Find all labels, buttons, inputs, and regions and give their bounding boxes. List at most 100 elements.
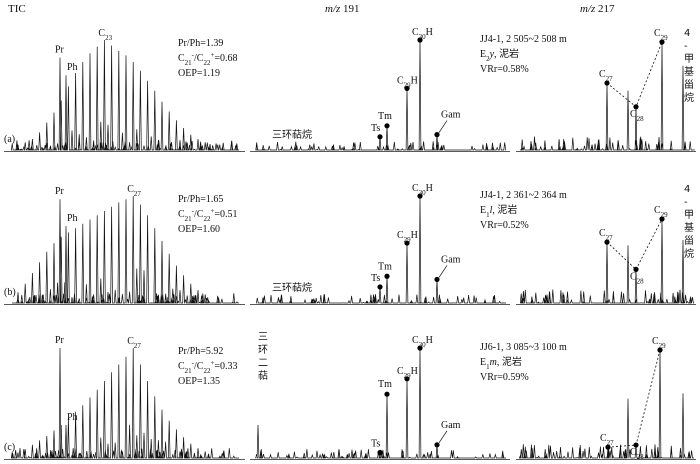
header-mz191: m/z 191	[325, 3, 360, 15]
tm-label-1: Tm	[378, 261, 392, 272]
m191-peak-dot-C30H-1	[417, 193, 423, 199]
m191-peak-dot-C29H-1	[404, 240, 410, 246]
sterane-trend-line-2	[607, 349, 661, 448]
ph-label-1: Ph	[67, 213, 78, 224]
gam-leader-0	[438, 120, 448, 133]
ts-label-0: Ts	[371, 123, 380, 134]
m191-peak-dot-Ts-0	[377, 134, 383, 140]
c27-label-2: C27	[600, 433, 614, 447]
m191-trace-2	[255, 347, 506, 460]
c30h-label-1: C30H	[412, 183, 433, 197]
sterane-trend-line-1	[606, 218, 663, 271]
tricyclic-annotation-char-0: 三	[258, 332, 268, 343]
ts-label-1: Ts	[371, 273, 380, 284]
m191-trace-1	[256, 195, 506, 304]
sample-well-1: JJ4-1, 2 361~2 364 m	[480, 190, 567, 201]
cmax-label-2: C27	[127, 336, 141, 350]
m191-peak-dot-Ts-2	[377, 449, 383, 456]
sample-well-0: JJ4-1, 2 505~2 508 m	[480, 34, 567, 45]
methylsterane-annotation-char-1-5: 烷	[684, 247, 694, 260]
methylsterane-annotation-char-0-1: -	[684, 41, 688, 52]
m217-trace-2	[518, 349, 694, 459]
c29-label-1: C29	[654, 205, 668, 219]
gam-leader-2	[438, 430, 448, 443]
prph-stat-2: Pr/Ph=5.92	[178, 346, 223, 357]
c27-label-1: C27	[599, 228, 613, 242]
m191-peak-dot-Ts-1	[377, 284, 383, 290]
m191-peak-dot-Tm-1	[384, 273, 390, 279]
m191-peak-dot-Tm-2	[384, 391, 390, 397]
c30h-label-0: C30H	[412, 27, 433, 41]
c29h-label-0: C29H	[397, 75, 418, 89]
sample-formation-0: E2y, 泥岩	[480, 47, 519, 63]
c29h-label-1: C29H	[397, 230, 418, 244]
gam-label-0: Gam	[441, 110, 461, 121]
c29-label-0: C29	[654, 28, 668, 42]
methylsterane-annotation-char-0-5: 烷	[684, 91, 694, 104]
sample-formation-1: E1l, 泥岩	[480, 203, 517, 219]
methylsterane-annotation-char-0-4: 甾	[684, 78, 694, 91]
tricyclic-annotation-1: 三环萜烷	[272, 281, 312, 294]
tricyclic-annotation-char-1: 环	[258, 345, 268, 356]
methylsterane-annotation-char-1-3: 基	[684, 221, 694, 234]
gam-label-2: Gam	[441, 420, 461, 431]
methylsterane-annotation-char-1-2: 甲	[684, 210, 694, 221]
sterane-trend-line-0	[606, 41, 663, 108]
m191-peak-dot-C30H-2	[417, 345, 423, 351]
m217-peak-dot-C27-2	[605, 444, 611, 450]
m191-peak-dot-C29H-0	[404, 85, 410, 91]
sample-vrr-1: VRr=0.52%	[480, 220, 529, 231]
m217-peak-dot-C28-0	[633, 104, 639, 110]
ts-label-2: Ts	[371, 439, 380, 450]
chromatogram-traces	[4, 39, 696, 460]
m217-peak-dot-C28-1	[633, 266, 639, 272]
gam-label-1: Gam	[441, 254, 461, 265]
tricyclic-annotation-char-3: 萜	[258, 370, 268, 382]
m217-peak-dot-C28-2	[633, 442, 639, 448]
m191-peak-dot-Tm-0	[384, 123, 390, 129]
m191-peak-dot-Gam-2	[434, 442, 440, 448]
m191-peak-dot-Gam-0	[434, 132, 440, 138]
header-tic: TIC	[8, 3, 26, 15]
m191-peak-dot-Gam-1	[434, 276, 440, 283]
oep-stat-0: OEP=1.19	[178, 68, 220, 79]
ph-label-0: Ph	[67, 62, 78, 73]
m191-peak-dot-C29H-2	[404, 376, 410, 382]
sample-formation-2: E1m, 泥岩	[480, 355, 522, 371]
sample-vrr-0: VRr=0.58%	[480, 64, 529, 75]
oep-stat-1: OEP=1.60	[178, 224, 220, 235]
methylsterane-annotation-char-1-1: -	[684, 197, 688, 208]
m217-peak-dot-C29-2	[657, 347, 663, 353]
m217-peak-dot-C29-1	[659, 216, 665, 222]
panel-label-0: (a)	[4, 134, 15, 145]
gam-leader-1	[438, 265, 448, 278]
cmax-label-1: C27	[127, 184, 141, 198]
methylsterane-annotation-char-1-0: 4	[684, 184, 690, 195]
panel-label-2: (c)	[4, 442, 15, 453]
m217-trace-1	[519, 218, 694, 304]
c29-label-2: C29	[652, 336, 666, 350]
c28-label-2: C28	[630, 447, 644, 461]
tic-trace-0	[10, 39, 239, 152]
methylsterane-annotation-char-0-0: 4	[684, 28, 690, 39]
tricyclic-annotation-char-2: 二	[258, 358, 268, 369]
c28-label-1: C28	[630, 271, 644, 285]
m217-trace-0	[520, 41, 695, 151]
c21c22-stat-1: C21-/C22+=0.51	[178, 207, 238, 223]
tm-label-0: Tm	[378, 111, 392, 122]
cmax-label-0: C23	[98, 28, 112, 42]
m217-peak-dot-C27-1	[604, 239, 610, 245]
c28-label-0: C28	[630, 109, 644, 123]
sample-vrr-2: VRr=0.59%	[480, 372, 529, 383]
m191-trace-0	[255, 39, 506, 151]
oep-stat-2: OEP=1.35	[178, 376, 220, 387]
c21c22-stat-2: C21-/C22+=0.33	[178, 359, 238, 375]
pr-label-1: Pr	[55, 186, 65, 197]
sample-well-2: JJ6-1, 3 085~3 100 m	[480, 342, 567, 353]
pr-label-2: Pr	[55, 335, 65, 346]
ph-label-2: Ph	[67, 412, 78, 423]
panel-label-1: (b)	[4, 287, 16, 298]
tic-trace-2	[10, 347, 239, 459]
